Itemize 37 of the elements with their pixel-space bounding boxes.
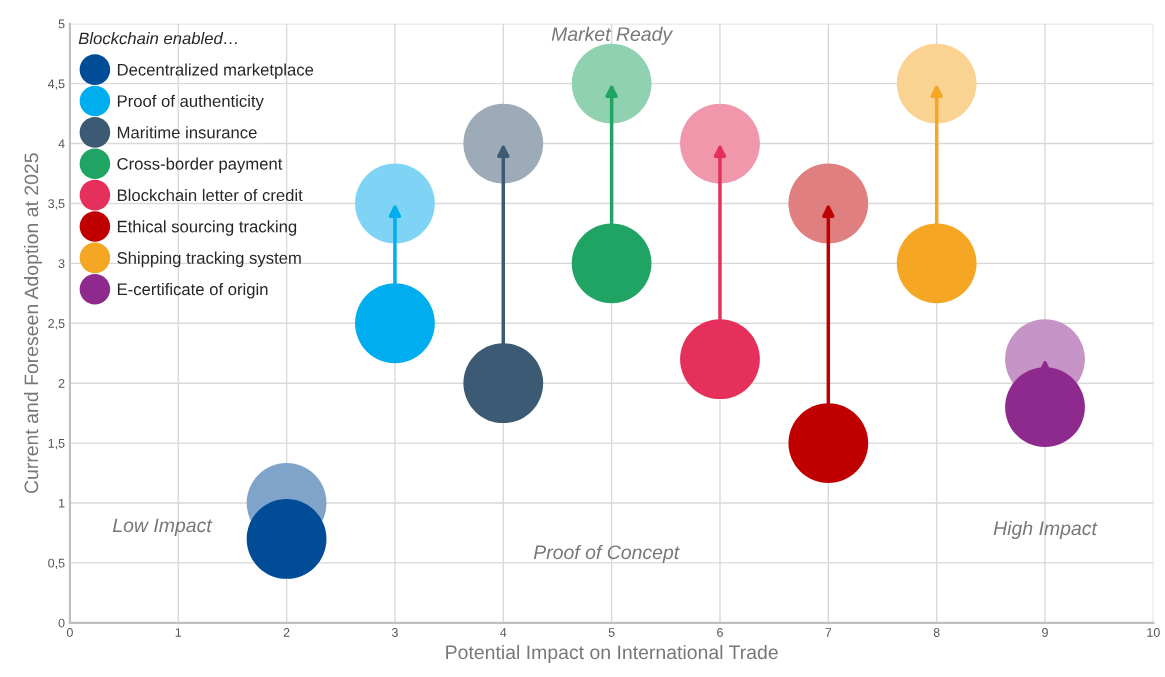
x-tick-label: 0 [66,628,73,637]
legend-label: Shipping tracking system [117,251,301,268]
annotation: Proof of Concept [533,544,680,563]
legend-label: E-certificate of origin [117,282,268,299]
y-tick-label: 0 [58,618,65,628]
legend-label: Maritime insurance [117,126,257,139]
y-tick-label: 2,5 [48,319,65,330]
x-tick-label: 6 [717,628,723,637]
y-tick-label: 0,5 [48,558,65,570]
legend-label: Decentralized marketplace [117,63,314,79]
y-tick-label: 5 [58,19,65,29]
x-tick-label: 8 [933,628,940,637]
y-tick-label: 4,5 [47,79,65,90]
x-tick-label: 4 [500,628,507,637]
legend-label: Cross-border payment [117,157,283,174]
legend-title: Blockchain enabled… [78,32,237,45]
x-tick-label: 7 [825,628,832,637]
y-tick-label: 3,5 [48,199,65,210]
x-tick-label: 2 [283,628,290,637]
x-tick-label: 10 [1147,628,1160,637]
x-tick-label: 3 [391,628,398,637]
y-tick-label: 2 [58,378,65,388]
x-axis-title: Potential Impact on International Trade [446,644,778,664]
y-tick-label: 3 [58,259,65,269]
y-tick-label: 1 [59,498,65,508]
x-tick-label: 1 [175,628,182,637]
y-tick-label: 4 [58,139,65,149]
legend-label: Proof of authenticity [117,94,264,111]
legend-label: Ethical sourcing tracking [117,220,297,236]
annotation: Market Ready [551,26,674,45]
x-tick-label: 5 [608,628,615,637]
x-tick-label: 9 [1042,628,1048,637]
legend-label: Blockchain letter of credit [117,188,303,202]
annotation: Low Impact [112,518,213,537]
y-tick-label: 1,5 [48,439,65,450]
y-axis-title: Current and Foreseen Adoption at 2025 [23,153,43,494]
annotation: High Impact [993,520,1098,540]
